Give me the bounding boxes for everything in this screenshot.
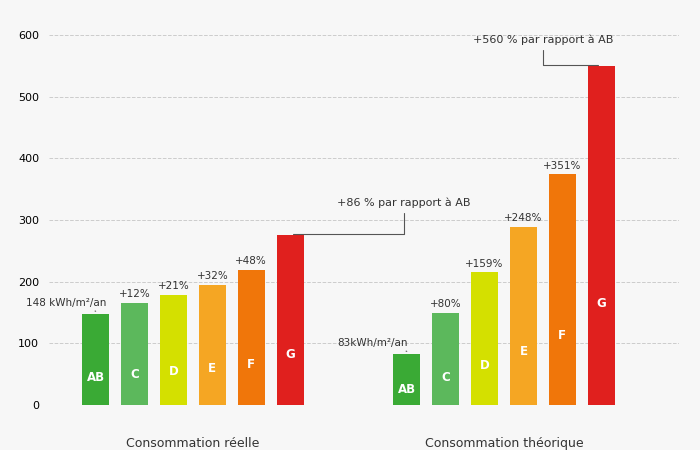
Text: F: F [559,329,566,342]
Text: +12%: +12% [119,289,150,299]
Text: +21%: +21% [158,281,189,291]
Bar [549,174,576,405]
Text: AB: AB [87,371,105,384]
Bar [276,235,304,405]
Text: +351%: +351% [543,161,582,171]
Text: 148 kWh/m²/an: 148 kWh/m²/an [26,298,106,311]
Bar [199,285,226,405]
Bar [393,354,421,405]
Text: D: D [169,365,178,378]
Text: +32%: +32% [197,271,228,281]
Text: Consommation réelle: Consommation réelle [126,437,260,450]
Bar [471,272,498,405]
Bar [587,66,615,405]
Text: G: G [285,347,295,360]
Text: 83kWh/m²/an: 83kWh/m²/an [337,338,407,351]
Text: AB: AB [398,383,416,396]
Text: C: C [130,368,139,381]
Bar [121,302,148,405]
Text: +560 % par rapport à AB: +560 % par rapport à AB [473,34,613,65]
Bar [160,295,187,405]
Bar [82,314,109,405]
Text: F: F [247,358,256,371]
Text: +80%: +80% [430,299,461,310]
Text: C: C [441,371,450,384]
Bar [237,270,265,405]
Text: G: G [596,297,606,310]
Bar [510,227,537,405]
Text: E: E [519,345,527,358]
Text: +48%: +48% [235,256,267,266]
Text: +159%: +159% [466,259,504,269]
Text: +86 % par rapport à AB: +86 % par rapport à AB [293,197,470,234]
Bar [432,313,459,405]
Text: +248%: +248% [504,213,542,223]
Text: Consommation théorique: Consommation théorique [425,437,583,450]
Text: D: D [480,359,489,372]
Text: E: E [209,362,216,375]
